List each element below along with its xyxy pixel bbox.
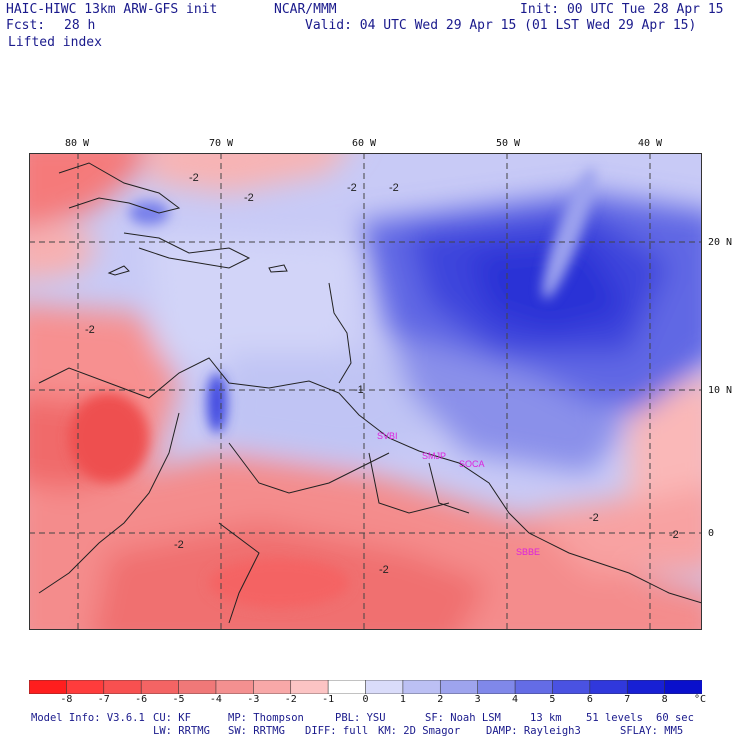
- lat-label-10n: 10 N: [708, 385, 733, 396]
- colorbar-swatch: [29, 680, 68, 694]
- contour-label: -2: [85, 324, 95, 336]
- colorbar-swatch: [365, 680, 404, 694]
- colorbar-label: 6: [586, 694, 593, 705]
- footer-pbl: PBL: YSU: [335, 712, 386, 724]
- footer-resolution: 13 km: [530, 712, 562, 724]
- footer-sf: SF: Noah LSM: [425, 712, 501, 724]
- footer-mp: MP: Thompson: [228, 712, 304, 724]
- colorbar-swatch: [477, 680, 516, 694]
- colorbar-label: 8: [661, 694, 668, 705]
- colorbar-swatch: [552, 680, 591, 694]
- footer-damp: DAMP: Rayleigh3: [486, 725, 581, 737]
- colorbar-label: 7: [624, 694, 631, 705]
- footer-cu: CU: KF: [153, 712, 191, 724]
- contour-label: -2: [347, 182, 357, 194]
- lon-label-80w: 80 W: [65, 138, 90, 149]
- contour-label: -2: [174, 539, 184, 551]
- lat-lon-grid: [29, 153, 702, 630]
- station-svbi: SVBI: [377, 431, 398, 441]
- colorbar-swatch: [290, 680, 329, 694]
- colorbar-label: -1: [322, 694, 335, 705]
- map-frame: [29, 153, 702, 630]
- lifted-index-map: -2 -2 -2 -2 -2 -1 -2 -2 -2 -2 SVBI SMJP …: [29, 153, 702, 630]
- center-label: NCAR/MMM: [274, 2, 337, 17]
- colorbar-label: 4: [512, 694, 519, 705]
- field-shading: [29, 153, 702, 630]
- station-soca: SOCA: [459, 459, 485, 469]
- station-smjp: SMJP: [422, 451, 446, 461]
- footer-sw: SW: RRTMG: [228, 725, 285, 737]
- colorbar-label: 2: [437, 694, 444, 705]
- colorbar-swatch: [327, 680, 367, 694]
- lat-label-20n: 20 N: [708, 237, 733, 248]
- colorbar-swatch: [253, 680, 292, 694]
- colorbar-unit: °C: [694, 694, 707, 705]
- contour-labels: -2 -2 -2 -2 -2 -1 -2 -2 -2 -2: [85, 172, 679, 576]
- fcst-label: Fcst:: [6, 18, 46, 33]
- footer-lw: LW: RRTMG: [153, 725, 210, 737]
- footer-sflay: SFLAY: MM5: [620, 725, 684, 737]
- colorbar-label: -4: [209, 694, 222, 705]
- field-name: Lifted index: [8, 35, 102, 50]
- colorbar-label: 3: [474, 694, 481, 705]
- fcst-value: 28 h: [64, 18, 96, 33]
- init-time: Init: 00 UTC Tue 28 Apr 15: [520, 2, 724, 17]
- lon-label-40w: 40 W: [638, 138, 663, 149]
- colorbar-swatch: [66, 680, 105, 694]
- colorbar-swatch: [514, 680, 554, 694]
- valid-time: Valid: 04 UTC Wed 29 Apr 15 (01 LST Wed …: [305, 18, 697, 33]
- lat-label-0: 0: [708, 528, 715, 539]
- colorbar-label: -2: [284, 694, 297, 705]
- lon-label-60w: 60 W: [352, 138, 377, 149]
- model-title: HAIC-HIWC 13km ARW-GFS init: [6, 2, 218, 17]
- colorbar-label: 5: [549, 694, 556, 705]
- footer-levels: 51 levels: [586, 712, 643, 724]
- footer-diff: DIFF: full: [305, 725, 369, 737]
- colorbar-label: -6: [135, 694, 148, 705]
- colorbar-label: -8: [60, 694, 73, 705]
- colorbar-label: -5: [172, 694, 185, 705]
- station-sbbe: SBBE: [516, 547, 540, 557]
- contour-label: -2: [189, 172, 199, 184]
- coastlines: [38, 162, 702, 624]
- colorbar-label: -7: [97, 694, 110, 705]
- contour-label: -2: [379, 564, 389, 576]
- footer-model-info: Model Info: V3.6.1: [31, 712, 145, 724]
- lon-label-70w: 70 W: [209, 138, 234, 149]
- colorbar-swatch: [589, 680, 629, 694]
- colorbar: [29, 680, 702, 694]
- colorbar-swatch: [439, 680, 479, 694]
- footer-timestep: 60 sec: [656, 712, 694, 724]
- colorbar-label: -3: [247, 694, 260, 705]
- contour-label: -2: [389, 182, 399, 194]
- colorbar-swatch: [178, 680, 217, 694]
- contour-label: -1: [354, 384, 364, 396]
- field-detail: [69, 167, 596, 608]
- contour-label: -2: [669, 529, 679, 541]
- colorbar-swatch: [140, 680, 180, 694]
- colorbar-label: 0: [362, 694, 369, 705]
- contour-label: -2: [589, 512, 599, 524]
- colorbar-swatch: [215, 680, 255, 694]
- footer-km: KM: 2D Smagor: [378, 725, 461, 737]
- colorbar-label: 1: [399, 694, 406, 705]
- colorbar-swatch: [664, 680, 702, 694]
- colorbar-swatch: [402, 680, 442, 694]
- colorbar-swatch: [103, 680, 142, 694]
- lon-label-50w: 50 W: [496, 138, 521, 149]
- station-labels: SVBI SMJP SOCA SBBE: [377, 431, 540, 557]
- colorbar-swatch: [626, 680, 666, 694]
- contour-label: -2: [244, 192, 254, 204]
